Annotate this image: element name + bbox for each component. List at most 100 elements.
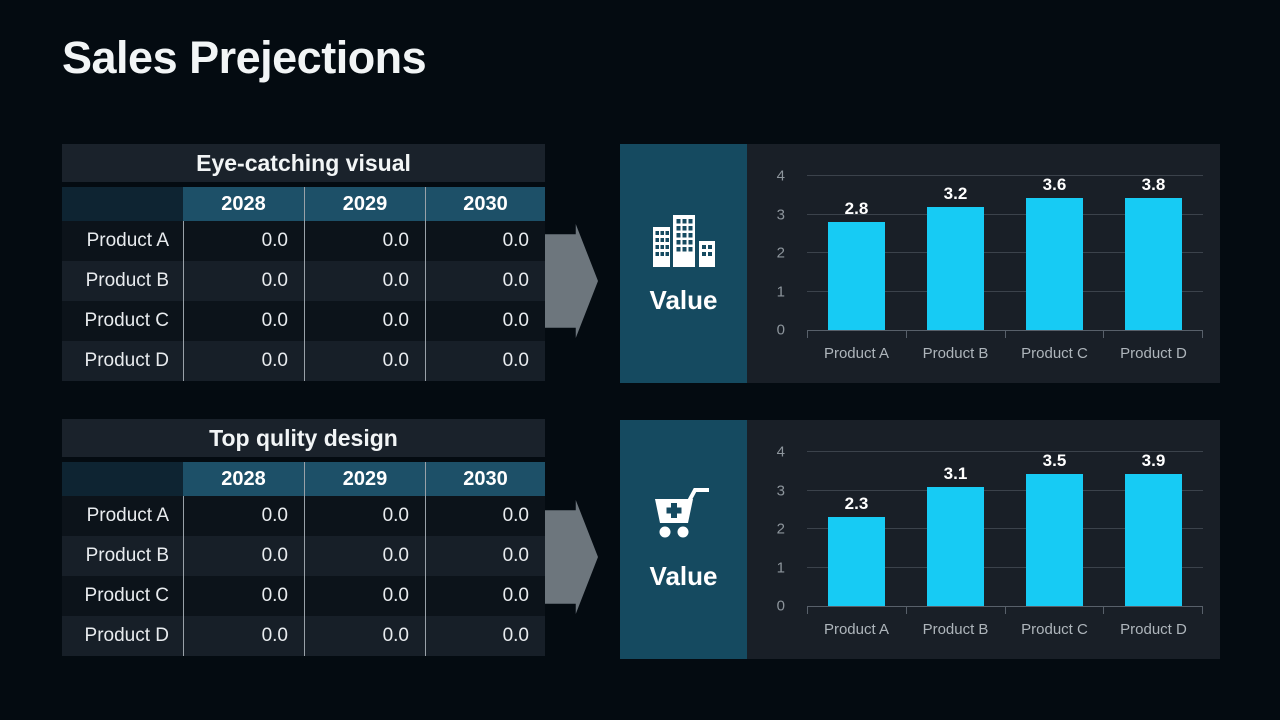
category-label: Product B	[922, 621, 989, 638]
gridline	[807, 290, 1203, 292]
bar-group-product-d: 3.8	[1104, 176, 1203, 330]
y-tick: 2	[776, 244, 785, 262]
tick-mark	[1006, 330, 1105, 338]
gridline	[807, 566, 1203, 568]
table-title: Top qulity design	[62, 419, 545, 457]
y-tick: 2	[776, 520, 785, 538]
value-panel: Value	[620, 144, 747, 383]
table-cell: 0.0	[304, 496, 425, 536]
bar-group-product-c: 3.5	[1005, 452, 1104, 606]
data-label: 3.2	[943, 183, 968, 203]
table-cell: 0.0	[183, 496, 304, 536]
table-corner-cell	[62, 187, 183, 221]
y-tick: 0	[776, 321, 785, 339]
table-top-qulity-design: Top qulity design 2028 2029 2030 Product…	[62, 419, 545, 656]
bar-group-product-a: 2.3	[807, 452, 906, 606]
gridline	[807, 489, 1203, 491]
row-label-product-c: Product C	[62, 576, 183, 616]
table-col-header-2028: 2028	[183, 187, 304, 221]
table-cell: 0.0	[304, 301, 425, 341]
table-cell: 0.0	[304, 536, 425, 576]
data-table: 2028 2029 2030 Product A 0.0 0.0 0.0 Pro…	[62, 187, 545, 381]
category-label: Product C	[1021, 621, 1088, 638]
tick-mark	[907, 330, 1006, 338]
bar-product-d	[1125, 474, 1182, 606]
y-tick: 4	[776, 443, 785, 461]
bar-product-c	[1026, 198, 1083, 330]
table-cell: 0.0	[425, 496, 545, 536]
chart-card-2: Value 4 3 2 1 0 2.3	[620, 420, 1220, 659]
table-cell: 0.0	[425, 341, 545, 381]
table-col-header-2029: 2029	[304, 187, 425, 221]
data-label: 3.5	[1042, 451, 1067, 470]
row-label-product-d: Product D	[62, 616, 183, 656]
bar-product-c	[1026, 474, 1083, 606]
gridline	[807, 213, 1203, 215]
table-cell: 0.0	[304, 341, 425, 381]
chart-card-1: Value 4 3 2 1 0 2.8	[620, 144, 1220, 383]
tick-mark	[808, 606, 907, 614]
bar-product-a	[828, 517, 885, 606]
gridline	[807, 451, 1203, 452]
y-tick: 3	[776, 206, 785, 223]
data-label: 3.6	[1042, 175, 1067, 194]
table-cell: 0.0	[183, 261, 304, 301]
x-axis-labels: Product A Product B Product C Product D	[807, 621, 1203, 638]
y-axis: 4 3 2 1 0	[747, 169, 795, 338]
tick-mark	[808, 330, 907, 338]
bar-product-a	[828, 222, 885, 330]
bar-group-product-a: 2.8	[807, 176, 906, 330]
y-axis: 4 3 2 1 0	[747, 445, 795, 614]
table-cell: 0.0	[183, 221, 304, 261]
x-axis-labels: Product A Product B Product C Product D	[807, 345, 1203, 362]
table-cell: 0.0	[425, 576, 545, 616]
table-cell: 0.0	[183, 616, 304, 656]
data-label: 3.8	[1141, 175, 1166, 194]
table-corner-cell	[62, 462, 183, 496]
y-tick: 3	[776, 482, 785, 499]
arrow-right-icon	[545, 500, 598, 614]
category-label: Product D	[1120, 345, 1187, 362]
plot-area: 2.3 3.1 3.5 3.9	[807, 451, 1203, 614]
gridline	[807, 252, 1203, 253]
y-tick: 1	[776, 559, 785, 576]
table-cell: 0.0	[304, 261, 425, 301]
bar-group-product-b: 3.2	[906, 176, 1005, 330]
category-label: Product A	[823, 621, 890, 638]
table-cell: 0.0	[425, 616, 545, 656]
table-cell: 0.0	[304, 221, 425, 261]
data-label: 3.9	[1141, 451, 1166, 470]
category-label: Product C	[1021, 345, 1088, 362]
slide-title: Sales Prejections	[62, 32, 427, 83]
data-table: 2028 2029 2030 Product A 0.0 0.0 0.0 Pro…	[62, 462, 545, 656]
bar-series: 2.8 3.2 3.6 3.8	[807, 176, 1203, 330]
table-cell: 0.0	[425, 221, 545, 261]
x-axis-ticks	[807, 330, 1203, 338]
table-cell: 0.0	[425, 536, 545, 576]
bar-group-product-d: 3.9	[1104, 452, 1203, 606]
table-eye-catching-visual: Eye-catching visual 2028 2029 2030 Produ…	[62, 144, 545, 381]
table-title: Eye-catching visual	[62, 144, 545, 182]
tick-mark	[1104, 330, 1203, 338]
table-col-header-2030: 2030	[425, 187, 545, 221]
value-label: Value	[649, 285, 718, 315]
row-label-product-a: Product A	[62, 496, 183, 536]
data-label: 3.1	[943, 463, 968, 483]
y-tick: 1	[776, 283, 785, 300]
table-col-header-2028: 2028	[183, 462, 304, 496]
bar-chart-2: 4 3 2 1 0 2.3 3.1	[747, 420, 1220, 659]
gridline	[807, 528, 1203, 529]
table-col-header-2030: 2030	[425, 462, 545, 496]
value-label: Value	[649, 561, 718, 591]
y-tick: 4	[776, 167, 785, 185]
category-label: Product B	[922, 345, 989, 362]
table-cell: 0.0	[183, 341, 304, 381]
x-axis-ticks	[807, 606, 1203, 614]
cart-plus-icon	[654, 488, 709, 538]
table-cell: 0.0	[425, 301, 545, 341]
y-tick: 0	[776, 597, 785, 615]
category-label: Product D	[1120, 621, 1187, 638]
row-label-product-a: Product A	[62, 221, 183, 261]
bar-chart-1: 4 3 2 1 0 2.8 3.2	[747, 144, 1220, 383]
